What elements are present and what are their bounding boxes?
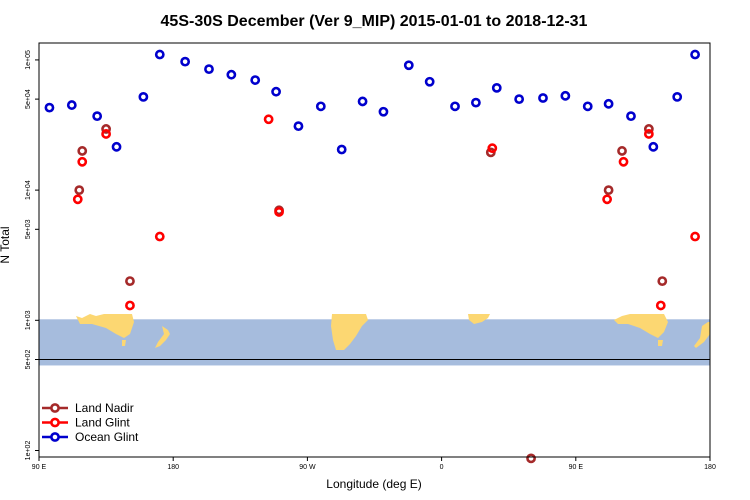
ocean-glint-point — [403, 60, 414, 71]
land-south-america — [331, 314, 368, 350]
x-tick-label: 90 E — [32, 464, 47, 471]
y-tick-label: 5e+03 — [25, 219, 32, 239]
ocean-glint-point — [450, 101, 460, 112]
y-tick-label: 1e+03 — [25, 310, 32, 330]
x-tick-label: 180 — [704, 464, 716, 471]
land-glint-point — [72, 194, 83, 205]
land-africa — [468, 314, 490, 324]
x-axis-label: Longitude (deg E) — [326, 477, 421, 491]
y-tick-label: 1e+04 — [25, 180, 32, 200]
x-tick-label: 180 — [167, 464, 179, 471]
ocean-glint-point — [538, 93, 548, 103]
y-tick-label: 1e+02 — [25, 441, 32, 461]
ocean-glint-point — [271, 86, 281, 97]
ocean-glint-point — [250, 75, 261, 85]
ocean-glint-point — [672, 91, 683, 102]
ocean-glint-point — [204, 64, 214, 75]
land-australia-left — [76, 314, 134, 338]
y-axis-label: N Total — [0, 226, 12, 263]
x-axis: 90 E 180 90 W 0 90 E 180 — [32, 457, 716, 471]
ocean-glint-point — [626, 111, 636, 122]
land-nadir-point — [77, 146, 88, 156]
ocean-band — [39, 319, 710, 366]
y-tick-label: 1e+05 — [25, 50, 32, 70]
land-new-zealand-right — [694, 322, 710, 348]
land-nadir-point — [617, 146, 627, 156]
ocean-glint-point — [470, 97, 481, 108]
land-nadir-point — [657, 276, 668, 287]
ocean-glint-point — [603, 98, 614, 109]
data-points — [44, 49, 700, 464]
ocean-glint-point — [44, 102, 55, 113]
legend-marker-ocean-glint — [50, 432, 60, 442]
land-glint-point — [618, 156, 629, 167]
land-nadir-point — [643, 124, 654, 134]
ocean-glint-point — [66, 100, 77, 110]
ocean-glint-point — [560, 90, 571, 101]
land-glint-point — [602, 194, 613, 205]
land-glint-point — [487, 143, 498, 154]
land-tasmania-left — [122, 340, 126, 346]
ocean-glint-point — [378, 106, 389, 117]
ocean-glint-point — [582, 101, 593, 112]
y-axis: 1e+02 5e+02 1e+03 5e+03 1e+04 5e+04 1e+05 — [25, 50, 39, 460]
ocean-glint-point — [180, 56, 191, 67]
x-tick-label: 0 — [440, 464, 444, 471]
land-tasmania-right — [658, 340, 663, 346]
plot-frame — [38, 42, 711, 458]
chart-title: 45S-30S December (Ver 9_MIP) 2015-01-01 … — [161, 13, 588, 30]
land-nadir-point — [101, 124, 111, 134]
map-band — [39, 314, 710, 366]
ocean-glint-point — [424, 76, 435, 87]
land-glint-point — [655, 300, 666, 311]
ocean-glint-point — [514, 94, 525, 105]
land-glint-point — [643, 129, 654, 139]
land-nadir-point — [526, 453, 536, 464]
ocean-glint-point — [357, 96, 368, 107]
ocean-glint-point — [111, 141, 122, 152]
land-nadir-point — [74, 185, 85, 196]
legend-marker-land-glint — [50, 417, 60, 428]
land-nadir-point — [125, 276, 135, 287]
ocean-glint-point — [92, 111, 103, 122]
land-glint-point — [274, 207, 284, 217]
y-tick-label: 5e+04 — [25, 89, 32, 109]
legend-marker-land-nadir — [50, 403, 60, 413]
ocean-glint-point — [648, 141, 659, 152]
land-glint-point — [690, 231, 700, 242]
land-australia-right — [614, 314, 668, 338]
legend-label-land-nadir: Land Nadir — [75, 401, 134, 415]
x-tick-label: 90 W — [299, 464, 316, 471]
land-glint-point — [154, 231, 165, 242]
x-tick-label: 90 E — [569, 464, 584, 471]
land-glint-point — [125, 300, 135, 311]
land-glint-point — [77, 156, 88, 167]
land-glint-point — [101, 129, 111, 139]
ocean-glint-point — [293, 121, 304, 132]
legend-label-land-glint: Land Glint — [75, 416, 130, 430]
y-tick-label: 5e+02 — [25, 350, 32, 370]
ocean-glint-point — [491, 82, 502, 93]
ocean-glint-point — [226, 69, 237, 80]
ocean-glint-point — [138, 91, 149, 102]
land-nadir-point — [603, 185, 614, 196]
legend-label-ocean-glint: Ocean Glint — [75, 430, 139, 444]
land-glint-point — [263, 114, 274, 125]
ocean-glint-point — [154, 49, 165, 60]
ocean-glint-point — [690, 49, 700, 60]
land-new-zealand-left — [155, 326, 170, 348]
ocean-glint-point — [315, 101, 326, 112]
ocean-glint-point — [336, 144, 347, 155]
